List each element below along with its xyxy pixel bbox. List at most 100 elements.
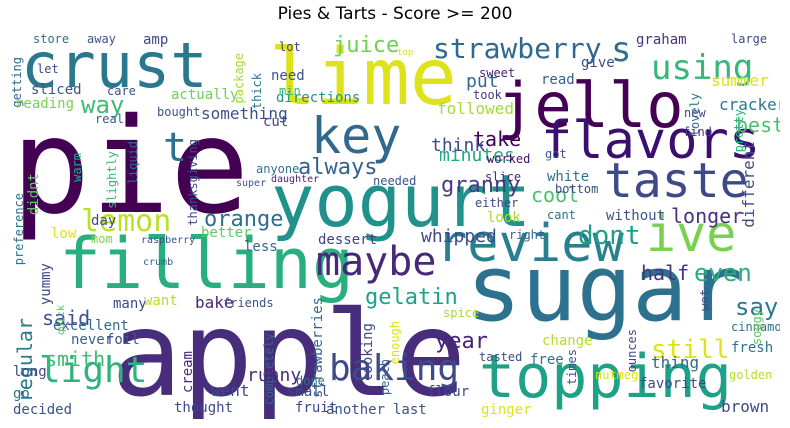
word-crust: crust <box>21 33 208 102</box>
word-long: long <box>13 364 47 380</box>
word-day: day <box>91 213 117 229</box>
word-lime: lime <box>269 33 457 123</box>
word-preference: preference <box>12 193 26 266</box>
word-think: think <box>431 135 486 156</box>
word-review: review <box>436 214 624 274</box>
word-last: last <box>393 402 427 418</box>
word-warm: warm <box>70 153 84 182</box>
word-yummy: yummy <box>38 263 54 306</box>
word-super: super <box>236 178 267 189</box>
word-look: look <box>487 210 521 226</box>
word-half: half <box>641 261 690 285</box>
word-white: white <box>547 169 590 185</box>
word-either: either <box>475 196 519 210</box>
word-bought: bought <box>157 105 201 119</box>
word-fruit: fruit <box>295 400 338 416</box>
word-without: without <box>606 208 666 224</box>
word-never: never <box>71 332 114 348</box>
word-year: year <box>435 329 488 354</box>
word-small: small <box>287 384 330 400</box>
word-dessert: dessert <box>318 232 378 248</box>
word-took: took <box>473 88 502 102</box>
word-best: best <box>736 113 780 137</box>
word-cant: cant <box>547 208 576 222</box>
word-maybe: maybe <box>316 239 437 285</box>
word-fresh: fresh <box>731 340 774 356</box>
word-something: something <box>201 104 288 123</box>
word-mom: mom <box>91 232 113 246</box>
word-key: key <box>311 107 402 165</box>
word-longer: longer <box>671 204 744 228</box>
word-golden: golden <box>729 368 773 382</box>
word-put: put <box>466 71 499 92</box>
word-lot: lot <box>279 40 301 54</box>
word-taste: taste <box>604 153 749 209</box>
word-got: got <box>545 147 567 161</box>
word-looking: looking <box>360 323 376 383</box>
word-actually: actually <box>171 87 239 103</box>
word-min: min <box>279 84 301 98</box>
word-didnt: didnt <box>26 173 42 216</box>
word-many: many <box>113 296 147 312</box>
word-nutmeg: nutmeg <box>595 368 639 382</box>
word-always: always <box>298 155 378 180</box>
word-anyone: anyone <box>256 162 300 176</box>
word-cracker: cracker <box>719 95 780 114</box>
word-friends: friends <box>223 296 274 310</box>
word-need: need <box>271 68 305 84</box>
word-thing: thing <box>651 353 700 372</box>
word-ounces: ounces <box>625 329 639 373</box>
word-daughter: daughter <box>271 174 320 185</box>
word-thanksgiving: thanksgiving <box>186 139 200 226</box>
chart-title: Pies & Tarts - Score >= 200 <box>277 4 513 24</box>
word-whipped: whipped <box>421 226 497 247</box>
word-cinnamon: cinnamon <box>731 320 780 334</box>
word-using: using <box>651 48 754 88</box>
word-another: another <box>326 402 386 418</box>
word-minutes: minutes <box>439 145 515 166</box>
word-reading: reading <box>15 96 75 112</box>
word-amp: amp <box>143 33 169 48</box>
word-said: said <box>42 306 91 330</box>
word-strawberries: strawberries <box>310 297 326 399</box>
word-away: away <box>87 33 116 46</box>
word-strawberry: strawberry <box>433 33 602 65</box>
word-sugar: sugar <box>466 235 743 342</box>
word-soggy: soggy <box>750 309 764 346</box>
word-liquid: liquid <box>126 141 140 185</box>
word-s: s <box>611 33 632 70</box>
word-excellent: excellent <box>53 318 129 334</box>
word-sweet: sweet <box>479 66 516 80</box>
word-still: still <box>651 335 730 365</box>
word-want: want <box>144 293 178 309</box>
word-summer: summer <box>711 71 769 90</box>
word-tasted: tasted <box>479 350 523 364</box>
word-go: go <box>13 386 30 402</box>
word-better: better <box>201 225 252 241</box>
word-granny: granny <box>441 173 521 198</box>
word-change: change <box>542 333 593 349</box>
word-slice: slice <box>485 170 522 184</box>
word-went: went <box>211 381 250 400</box>
word-enough: enough <box>388 321 402 365</box>
word-t: t <box>163 125 188 171</box>
word-top: top <box>397 48 414 58</box>
word-right: right <box>509 228 546 242</box>
word-smith: smith <box>45 347 106 371</box>
word-package: package <box>232 53 246 104</box>
word-cool: cool <box>531 183 580 207</box>
word-thought: thought <box>174 400 234 416</box>
word-cut: cut <box>263 114 289 130</box>
word-worked: worked <box>487 152 531 166</box>
word-say: say <box>735 293 779 321</box>
word-juice: juice <box>333 33 400 58</box>
word-large: large <box>731 33 768 46</box>
word-real: real <box>95 112 124 126</box>
word-raspberry: raspberry <box>141 235 196 246</box>
word-free: free <box>530 352 564 368</box>
word-let: let <box>37 62 59 76</box>
word-orange: orange <box>204 207 284 232</box>
word-baking: baking <box>329 348 460 389</box>
word-find: find <box>683 125 712 139</box>
word-flavors: flavors <box>541 111 761 171</box>
